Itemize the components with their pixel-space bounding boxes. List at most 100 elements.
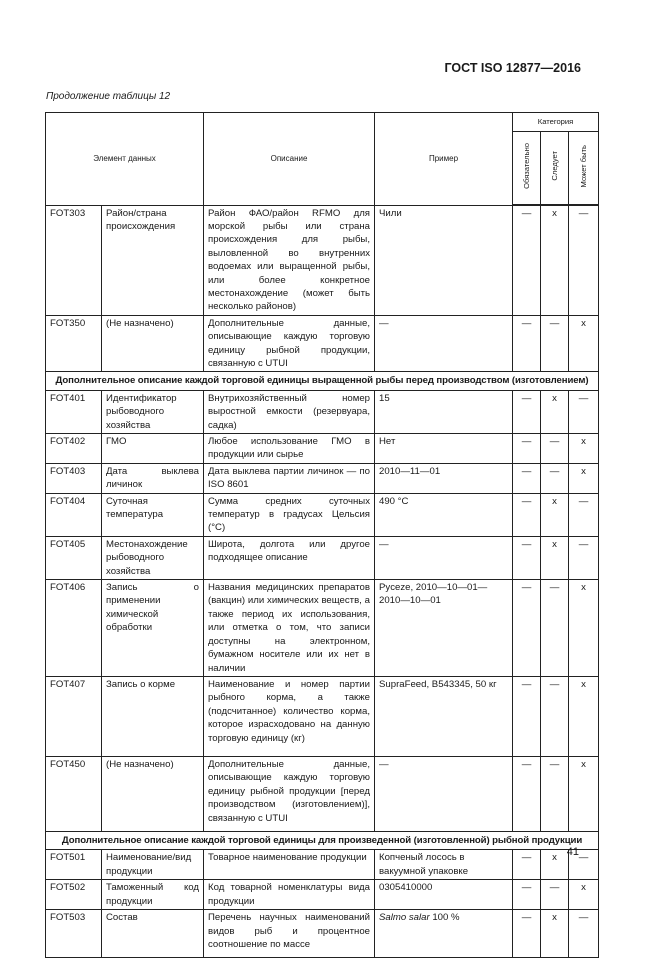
percentage: 100 % (429, 912, 460, 924)
mark-may: x (567, 879, 600, 911)
element-name: Таможенный код продукции (101, 879, 204, 911)
header-should: Следует (540, 131, 569, 206)
mark-required: — (512, 433, 541, 464)
element-name: Наименование/вид продукции (101, 849, 204, 881)
element-code: FOT404 (45, 492, 102, 537)
header-required: Обязательно (512, 131, 541, 206)
mark-may: — (567, 492, 600, 537)
table-row: FOT303 Район/страна происхождения Район ФА… (45, 204, 600, 316)
mark-should: — (540, 314, 569, 373)
section-row: Дополнительное описание каждой торговой … (44, 371, 600, 391)
header-description: Описание (203, 112, 375, 206)
element-example: 15 (374, 389, 513, 435)
element-description: Сумма средних суточных температур в град… (203, 492, 375, 537)
mark-should: — (540, 755, 569, 832)
element-code: FOT303 (45, 204, 102, 316)
mark-required: — (512, 755, 541, 832)
table-row: FOT501 Наименование/вид продукции Товарное… (45, 849, 600, 881)
mark-required: — (512, 462, 541, 494)
element-code: FOT407 (45, 675, 102, 757)
element-code: FOT350 (45, 314, 102, 373)
table-row: FOT401 Идентификатор рыбоводного хозяйств… (45, 389, 600, 435)
element-name: (Не назначено) (101, 755, 204, 832)
mark-required: — (512, 492, 541, 537)
mark-may: x (567, 314, 600, 373)
element-code: FOT402 (45, 433, 102, 464)
element-example: Копченый лосось в вакуумной упаковке (374, 849, 513, 881)
element-description: Дополнительные данные, описывающие кажду… (203, 314, 375, 373)
mark-should: x (540, 492, 569, 537)
mark-may: x (567, 675, 600, 757)
element-name: Суточная температура (101, 492, 204, 537)
element-code: FOT502 (45, 879, 102, 911)
table-row: FOT503 Состав Перечень научных наименовани… (45, 909, 600, 958)
table-row: FOT405 Местонахождение рыбоводного хозяйс… (45, 535, 600, 581)
element-name: ГМО (101, 433, 204, 464)
element-example: — (374, 535, 513, 581)
mark-should: x (540, 204, 569, 316)
table-row: FOT406 Запись о применении химической обр… (45, 579, 600, 677)
element-name: Район/страна происхождения (101, 204, 204, 316)
element-description: Широта, долгота или другое подходящее оп… (203, 535, 375, 581)
element-example: 490 °C (374, 492, 513, 537)
element-name: Запись о корме (101, 675, 204, 757)
mark-should: — (540, 675, 569, 757)
element-name: Идентификатор рыбоводного хозяйства (101, 389, 204, 435)
mark-may: x (567, 462, 600, 494)
mark-may: x (567, 579, 600, 677)
element-name: Состав (101, 909, 204, 958)
mark-required: — (512, 389, 541, 435)
element-example: Чили (374, 204, 513, 316)
element-description: Внутрихозяйственный номер выростной емко… (203, 389, 375, 435)
mark-required: — (512, 879, 541, 911)
element-description: Код товарной номенклатуры вида продукции (203, 879, 375, 911)
section-heading: Дополнительное описание каждой торговой … (44, 371, 600, 391)
section-row: Дополнительное описание каждой торговой … (44, 830, 600, 851)
mark-required: — (512, 909, 541, 958)
mark-may: x (567, 433, 600, 464)
mark-should: x (540, 389, 569, 435)
mark-required: — (512, 204, 541, 316)
element-example: Нет (374, 433, 513, 464)
element-name: (Не назначено) (101, 314, 204, 373)
mark-may: — (567, 849, 600, 881)
mark-may: — (567, 389, 600, 435)
element-description: Дополнительные данные, описывающие кажду… (203, 755, 375, 832)
data-elements-table: Элемент данных Описание Пример Категория… (44, 112, 600, 958)
element-code: FOT450 (45, 755, 102, 832)
table-row: FOT450 (Не назначено) Дополнительные данны… (45, 755, 600, 832)
document-code: ГОСТ ISO 12877—2016 (444, 61, 581, 75)
element-example: 2010—11—01 (374, 462, 513, 494)
table-row: FOT502 Таможенный код продукции Код товарн… (45, 879, 600, 911)
element-description: Наименование и номер партии рыбного корм… (203, 675, 375, 757)
element-description: Товарное наименование продукции (203, 849, 375, 881)
element-code: FOT406 (45, 579, 102, 677)
mark-may: — (567, 535, 600, 581)
element-code: FOT405 (45, 535, 102, 581)
mark-should: x (540, 909, 569, 958)
element-example: — (374, 314, 513, 373)
table-row: FOT350 (Не назначено) Дополнительные данны… (45, 314, 600, 373)
mark-should: — (540, 433, 569, 464)
element-name: Дата выклева личинок (101, 462, 204, 494)
element-description: Любое использование ГМО в продукции или … (203, 433, 375, 464)
mark-should: x (540, 535, 569, 581)
element-description: Дата выклева партии личинок — по ISO 860… (203, 462, 375, 494)
mark-required: — (512, 675, 541, 757)
header-category: Категория (511, 112, 600, 132)
element-code: FOT503 (45, 909, 102, 958)
header-element: Элемент данных (45, 112, 204, 206)
page-number: 41 (566, 846, 579, 858)
element-code: FOT501 (45, 849, 102, 881)
table-row: FOT403 Дата выклева личинок Дата выклева п… (45, 462, 600, 494)
element-example: — (374, 755, 513, 832)
mark-should: x (540, 849, 569, 881)
element-code: FOT403 (45, 462, 102, 494)
element-example: SupraFeed, B543345, 50 кг (374, 675, 513, 757)
element-example: Salmo salar 100 % (374, 909, 513, 958)
element-description: Названия медицинских препаратов (вакцин)… (203, 579, 375, 677)
mark-required: — (512, 849, 541, 881)
element-name: Местонахождение рыбоводного хозяйства (101, 535, 204, 581)
header-example: Пример (374, 112, 513, 206)
header-may: Может быть (567, 131, 600, 206)
